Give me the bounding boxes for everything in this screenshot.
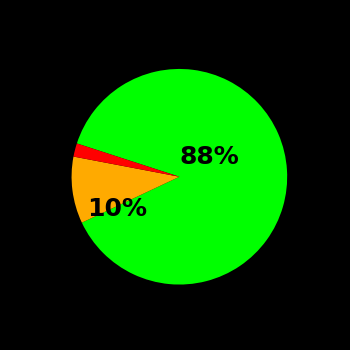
Text: 88%: 88%: [180, 145, 239, 169]
Text: 10%: 10%: [87, 197, 147, 221]
Wedge shape: [74, 144, 179, 177]
Wedge shape: [72, 156, 179, 223]
Wedge shape: [77, 69, 287, 285]
